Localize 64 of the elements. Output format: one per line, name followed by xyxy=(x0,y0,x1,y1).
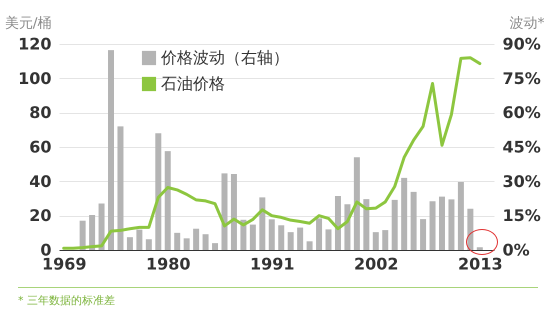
x-tick-label: 1980 xyxy=(146,254,191,274)
bar xyxy=(476,247,483,250)
bar xyxy=(89,214,96,250)
bar xyxy=(420,219,426,250)
x-tick-label: 1969 xyxy=(42,254,86,274)
y2-tick-label: 75% xyxy=(502,68,541,88)
bar xyxy=(136,230,142,250)
bar xyxy=(410,192,417,250)
bar xyxy=(458,182,464,250)
y2-tick-label: 15% xyxy=(502,206,541,226)
bar xyxy=(288,232,294,250)
bar xyxy=(268,219,275,250)
y-axis-title: 美元/桶 xyxy=(4,16,52,32)
bar xyxy=(117,126,124,250)
bar xyxy=(221,173,228,250)
bar xyxy=(259,197,266,250)
y-tick-label: 60 xyxy=(29,138,52,156)
bar xyxy=(193,228,200,250)
bar xyxy=(164,151,171,250)
y-tick-label: 40 xyxy=(29,172,52,191)
bar xyxy=(354,157,360,250)
bar xyxy=(467,208,474,250)
bar xyxy=(80,220,86,250)
y2-tick-label: 0% xyxy=(502,240,530,260)
y-tick-label: 20 xyxy=(29,206,52,226)
bar xyxy=(382,230,388,250)
bar xyxy=(448,199,454,250)
bar xyxy=(430,201,436,250)
bar xyxy=(401,178,408,250)
bar xyxy=(297,228,304,250)
x-tick-label: 1991 xyxy=(250,254,295,274)
bar xyxy=(146,239,152,250)
bar xyxy=(316,218,322,250)
bar xyxy=(334,196,341,250)
bar xyxy=(363,199,370,250)
bar xyxy=(184,238,190,250)
bar xyxy=(126,237,133,250)
bar xyxy=(174,232,180,250)
text: * 三年数据的标准差 xyxy=(18,287,538,308)
x-tick-label: 2013 xyxy=(458,254,503,274)
bar xyxy=(108,50,114,250)
x-tick-label: 2002 xyxy=(354,254,399,274)
legend-label: 价格波动（右轴） xyxy=(160,48,289,67)
bar xyxy=(155,133,162,250)
y2-tick-label: 60% xyxy=(502,103,541,122)
bar xyxy=(372,232,379,250)
bar xyxy=(250,224,256,250)
y2-tick-label: 90% xyxy=(502,34,541,54)
bar xyxy=(230,174,237,250)
bar xyxy=(212,243,218,250)
y2-tick-label: 45% xyxy=(502,138,541,156)
bar xyxy=(438,196,445,250)
bar xyxy=(98,204,105,250)
y2-axis-title: 波动* xyxy=(510,16,544,32)
bar xyxy=(306,241,313,250)
y-tick-label: 120 xyxy=(18,34,52,54)
bar xyxy=(278,225,284,250)
bar xyxy=(326,229,332,250)
y2-tick-label: 30% xyxy=(502,172,541,191)
bar xyxy=(202,234,209,250)
y-tick-label: 100 xyxy=(18,68,52,88)
y-tick-label: 80 xyxy=(29,103,52,122)
bar xyxy=(392,200,398,250)
legend-label: 石油价格 xyxy=(161,74,225,93)
